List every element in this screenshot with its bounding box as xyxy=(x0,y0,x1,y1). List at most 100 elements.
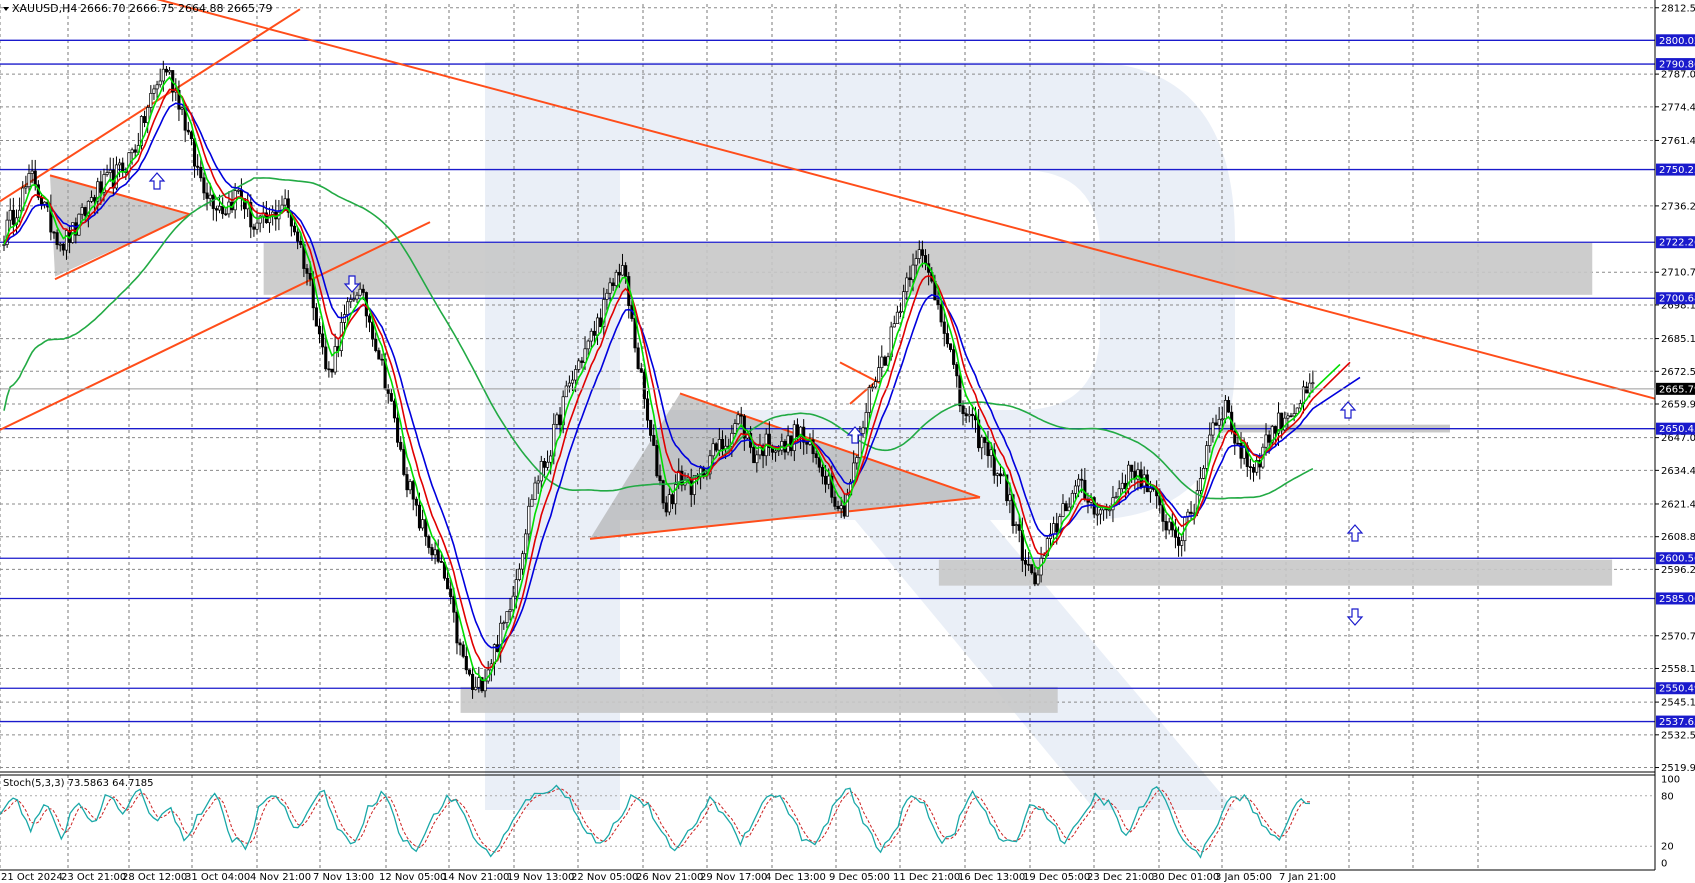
time-tick-label: 28 Oct 12:00 xyxy=(122,872,187,883)
arrow-shape xyxy=(148,172,166,190)
candle-body xyxy=(1005,474,1009,502)
candle-body xyxy=(217,205,222,211)
candle-body xyxy=(814,453,818,458)
candle-body xyxy=(752,447,756,464)
price-tick-label: 2545.15 xyxy=(1661,698,1695,709)
candle-body xyxy=(464,656,468,671)
candle-body xyxy=(1233,430,1237,444)
time-tick-label: 22 Nov 05:00 xyxy=(571,872,638,883)
candle-body xyxy=(421,519,425,529)
candle-body xyxy=(911,264,915,281)
down-arrow-icon xyxy=(343,275,361,293)
candle-body xyxy=(414,498,418,506)
support-zone xyxy=(460,686,1058,713)
dropdown-triangle-icon[interactable] xyxy=(3,7,9,11)
ma-mid-line xyxy=(3,88,1351,669)
candle-body xyxy=(864,412,868,429)
trendline xyxy=(0,221,431,431)
candle-body xyxy=(149,93,153,108)
up-arrow-icon xyxy=(846,426,864,444)
price-tick-label: 2672.55 xyxy=(1661,367,1695,378)
candle-body xyxy=(530,498,534,507)
candle-body xyxy=(1289,415,1293,418)
candle-body xyxy=(1251,466,1256,473)
candle-body xyxy=(305,268,309,274)
candle-body xyxy=(446,577,450,590)
candle-body xyxy=(567,382,571,387)
candle-body xyxy=(970,413,974,417)
trendline xyxy=(156,0,1656,400)
price-tick-label: 2659.95 xyxy=(1661,400,1695,411)
candle-body xyxy=(1164,521,1168,531)
candle-body xyxy=(161,68,165,82)
candle-body xyxy=(880,356,884,368)
level-price-tag xyxy=(1656,715,1695,728)
candle-body xyxy=(649,419,653,436)
candle-body xyxy=(236,189,240,192)
candle-body xyxy=(1311,382,1315,385)
arrow-shape xyxy=(1339,401,1357,419)
candle-body xyxy=(252,226,256,230)
candle-body xyxy=(574,369,578,381)
candle-body xyxy=(720,439,725,450)
candle-body xyxy=(358,288,362,296)
candle-body xyxy=(424,519,428,537)
candle-body xyxy=(799,426,803,438)
arrow-shape xyxy=(343,275,361,293)
candle-body xyxy=(1033,572,1037,585)
time-tick-label: 29 Nov 17:00 xyxy=(700,872,767,883)
level-price-tag xyxy=(1656,236,1695,249)
time-tick-label: 9 Dec 05:00 xyxy=(829,872,890,883)
candle-body xyxy=(471,673,475,690)
candle-body xyxy=(158,80,162,86)
candle-body xyxy=(861,427,865,434)
candle-body xyxy=(914,258,918,266)
up-arrow-icon xyxy=(1346,524,1364,542)
candle-body xyxy=(895,311,899,324)
candle-body xyxy=(636,347,640,369)
candle-body xyxy=(330,368,334,373)
price-axis-bg xyxy=(1655,0,1695,883)
level-price-label: 2750.23 xyxy=(1659,165,1695,176)
candle-body xyxy=(1239,442,1243,459)
candle-body xyxy=(308,273,312,280)
price-tick-label: 2761.45 xyxy=(1661,136,1695,147)
candle-body xyxy=(608,282,612,294)
candle-body xyxy=(692,475,696,495)
candle-body xyxy=(905,277,909,293)
candle-body xyxy=(1095,513,1099,516)
candle-body xyxy=(1242,445,1246,459)
candle-body xyxy=(920,249,924,256)
candle-body xyxy=(152,88,156,94)
candle-body xyxy=(202,177,206,194)
candle-body xyxy=(480,677,484,692)
candle-body xyxy=(827,475,831,485)
time-tick-label: 7 Jan 21:00 xyxy=(1279,872,1336,883)
candle-body xyxy=(658,475,662,481)
ma-fast-line xyxy=(3,75,1341,682)
stoch-label: Stoch(5,3,3) 73.5863 64.7185 xyxy=(3,778,154,789)
ohlc-label: 2666.70 2666.75 2664.88 2665.79 xyxy=(80,2,272,15)
candle-body xyxy=(1014,524,1018,526)
candle-body xyxy=(249,202,253,228)
candle-body xyxy=(1205,445,1209,469)
grid xyxy=(0,4,1655,869)
candle-body xyxy=(86,201,90,216)
candle-body xyxy=(96,181,100,202)
candle-body xyxy=(121,162,125,173)
down-arrow-icon xyxy=(1346,608,1364,626)
price-tick-label: 2812.55 xyxy=(1661,3,1695,14)
candle-body xyxy=(558,414,562,426)
candle-body xyxy=(1167,521,1171,531)
candle-body xyxy=(945,333,949,345)
candle-body xyxy=(505,611,509,624)
candle-body xyxy=(842,505,846,517)
candle-body xyxy=(714,443,718,451)
candle-body xyxy=(93,197,97,202)
candle-body xyxy=(1008,494,1012,502)
candle-body xyxy=(983,436,987,443)
candle-body xyxy=(870,386,874,389)
candle-body xyxy=(436,549,440,562)
candle-body xyxy=(58,243,62,246)
